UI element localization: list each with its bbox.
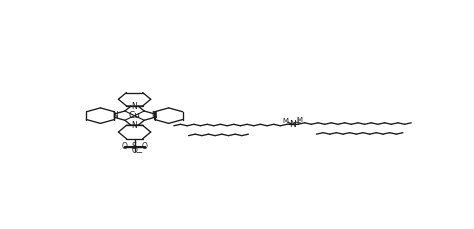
Text: −: − bbox=[135, 148, 142, 157]
Text: N: N bbox=[132, 102, 137, 111]
Text: S: S bbox=[132, 142, 137, 151]
Text: N: N bbox=[151, 111, 157, 120]
Text: M: M bbox=[283, 118, 289, 124]
Text: O: O bbox=[132, 147, 137, 155]
Text: N: N bbox=[112, 111, 118, 120]
Text: Cu: Cu bbox=[128, 111, 141, 120]
Text: O: O bbox=[142, 142, 148, 151]
Text: O: O bbox=[121, 142, 127, 151]
Text: N: N bbox=[289, 120, 296, 129]
Text: +: + bbox=[294, 118, 301, 127]
Text: N: N bbox=[132, 121, 137, 130]
Text: M: M bbox=[296, 117, 302, 123]
